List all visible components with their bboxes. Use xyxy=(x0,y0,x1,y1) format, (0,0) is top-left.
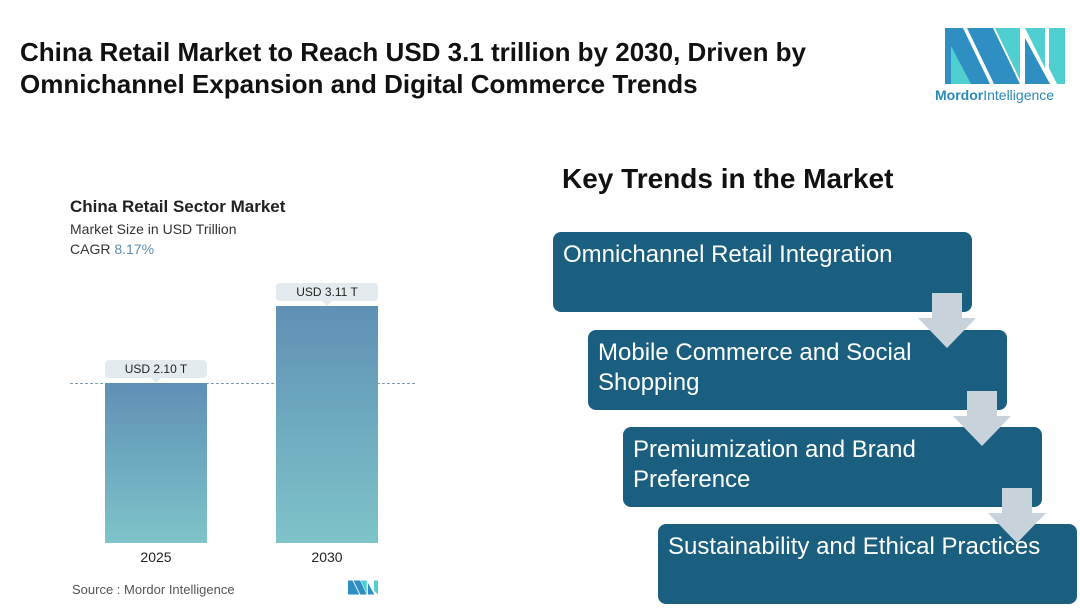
chart-title: China Retail Sector Market xyxy=(70,197,286,216)
down-arrow-icon xyxy=(918,293,976,348)
x-tick-label: 2030 xyxy=(311,549,343,565)
bar-2025 xyxy=(105,383,207,543)
trend-box: Mobile Commerce and Social Shopping xyxy=(588,330,1007,410)
value-label: USD 2.10 T xyxy=(105,360,207,383)
page-title: China Retail Market to Reach USD 3.1 tri… xyxy=(20,37,807,99)
trends-title: Key Trends in the Market xyxy=(562,163,894,194)
bar-2030 xyxy=(276,306,378,543)
down-arrow-icon xyxy=(953,391,1011,446)
logo-text: MordorIntelligence xyxy=(935,87,1055,103)
reference-line xyxy=(70,383,415,384)
trend-box: Sustainability and Ethical Practices xyxy=(658,524,1077,604)
mordor-logo-icon xyxy=(945,28,1065,84)
x-tick-label: 2025 xyxy=(140,549,172,565)
cagr-value: 8.17% xyxy=(114,241,155,257)
value-label: USD 3.11 T xyxy=(276,283,378,306)
chart-subtitle: Market Size in USD Trillion xyxy=(70,221,237,237)
small-logo-icon xyxy=(348,580,378,595)
trend-box: Premiumization and Brand Preference xyxy=(623,427,1042,507)
cagr: CAGR 8.17% xyxy=(70,241,155,257)
down-arrow-icon xyxy=(988,488,1046,543)
source-text: Source : Mordor Intelligence xyxy=(72,582,235,597)
trend-box: Omnichannel Retail Integration xyxy=(553,232,972,312)
